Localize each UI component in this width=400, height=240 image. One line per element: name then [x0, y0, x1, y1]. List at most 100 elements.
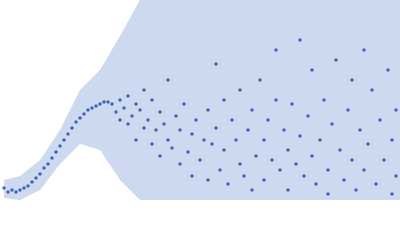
point [326, 192, 330, 196]
point [362, 168, 366, 172]
point [190, 132, 194, 136]
point [274, 98, 278, 102]
point [142, 126, 146, 130]
point [194, 118, 198, 122]
point [130, 114, 134, 118]
point [390, 138, 394, 142]
point [358, 128, 362, 132]
point [326, 168, 330, 172]
point [214, 62, 218, 66]
point [362, 48, 366, 52]
point [10, 188, 14, 192]
point [150, 142, 154, 146]
point [126, 94, 130, 98]
point [70, 126, 74, 130]
point [146, 118, 150, 122]
point [162, 122, 166, 126]
point [30, 180, 34, 184]
point [310, 154, 314, 158]
point [218, 168, 222, 172]
point [274, 48, 278, 52]
point [350, 158, 354, 162]
point [214, 126, 218, 130]
point [230, 118, 234, 122]
point [366, 142, 370, 146]
point [210, 142, 214, 146]
point [166, 78, 170, 82]
point [134, 102, 138, 106]
point [174, 114, 178, 118]
point [94, 104, 98, 108]
point [86, 108, 90, 112]
point [138, 108, 142, 112]
point [90, 106, 94, 110]
point [110, 102, 114, 106]
point [198, 158, 202, 162]
point [34, 176, 38, 180]
point [298, 134, 302, 138]
point [254, 154, 258, 158]
point [390, 192, 394, 196]
point [370, 88, 374, 92]
point [190, 174, 194, 178]
point [122, 106, 126, 110]
point [6, 190, 10, 194]
point [226, 182, 230, 186]
point [170, 146, 174, 150]
point [58, 144, 62, 148]
point [126, 122, 130, 126]
point [206, 178, 210, 182]
point [106, 100, 110, 104]
point [2, 186, 6, 190]
point [178, 128, 182, 132]
point [238, 88, 242, 92]
point [102, 100, 106, 104]
point [298, 38, 302, 42]
point [42, 166, 46, 170]
point [354, 188, 358, 192]
point [158, 110, 162, 114]
point [82, 112, 86, 116]
point [202, 138, 206, 142]
point [322, 98, 326, 102]
point [54, 150, 58, 154]
point [278, 168, 282, 172]
point [394, 174, 398, 178]
point [302, 174, 306, 178]
point [306, 114, 310, 118]
point [258, 78, 262, 82]
point [142, 88, 146, 92]
point [66, 132, 70, 136]
point [282, 128, 286, 132]
point [246, 128, 250, 132]
point [318, 138, 322, 142]
error-band [4, 0, 400, 200]
point [250, 108, 254, 112]
point [334, 58, 338, 62]
point [374, 182, 378, 186]
point [178, 162, 182, 166]
point [382, 158, 386, 162]
point [346, 108, 350, 112]
point [134, 138, 138, 142]
point [270, 158, 274, 162]
point [242, 174, 246, 178]
point [74, 120, 78, 124]
point [50, 156, 54, 160]
point [378, 118, 382, 122]
chart [2, 0, 400, 200]
point [62, 138, 66, 142]
point [342, 178, 346, 182]
point [266, 118, 270, 122]
point [26, 184, 30, 188]
point [18, 188, 22, 192]
point [46, 162, 50, 166]
point [250, 188, 254, 192]
point [394, 108, 398, 112]
point [290, 102, 294, 106]
point [310, 68, 314, 72]
point [222, 148, 226, 152]
point [338, 148, 342, 152]
point [286, 188, 290, 192]
point [154, 128, 158, 132]
